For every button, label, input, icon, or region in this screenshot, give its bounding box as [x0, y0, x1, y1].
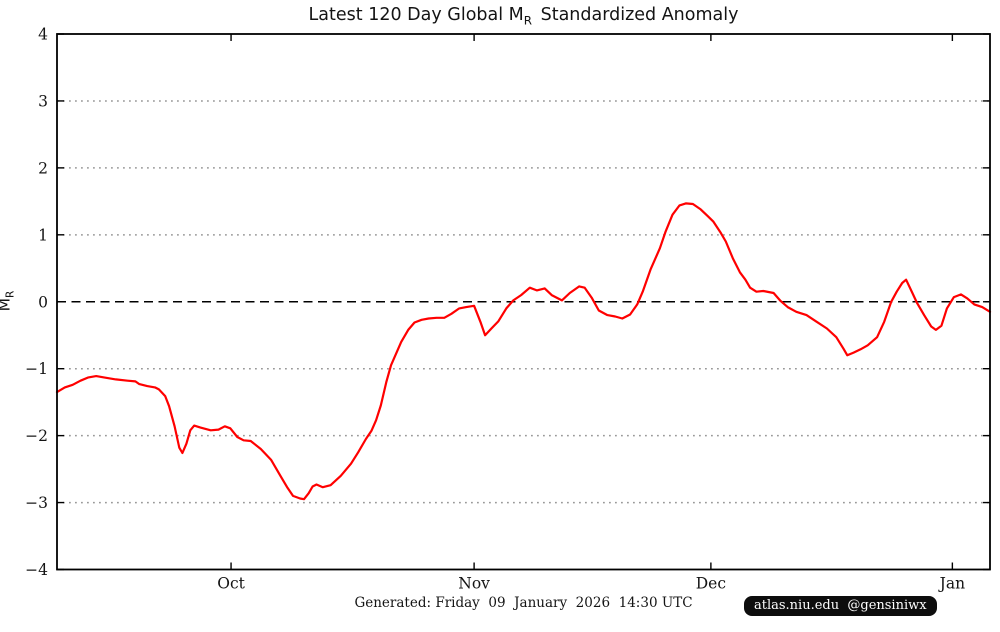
chart-title-pre: Latest 120 Day Global M	[308, 5, 524, 25]
anomaly-line	[55, 202, 992, 501]
y-tick-label: −3	[25, 494, 48, 512]
chart-title-post: Standardized Anomaly	[535, 5, 739, 25]
y-tick-label: 4	[38, 26, 48, 44]
y-tick-label: 0	[38, 293, 48, 311]
y-tick-label: 1	[38, 226, 48, 244]
y-tick-label: −2	[25, 427, 48, 445]
x-tick-label: Oct	[217, 575, 245, 593]
chart-title: Latest 120 Day Global MR Standardized An…	[57, 5, 990, 28]
y-tick-label: −4	[25, 561, 48, 579]
y-tick-label: −1	[25, 360, 48, 378]
y-tick-label: 2	[38, 159, 48, 177]
attribution-badge: atlas.niu.edu @gensiniwx	[744, 596, 937, 616]
x-tick-label: Nov	[458, 575, 490, 593]
generated-timestamp: Generated: Friday 09 January 2026 14:30 …	[354, 595, 693, 611]
x-tick-label: Dec	[696, 575, 726, 593]
y-tick-label: 3	[38, 92, 48, 110]
chart-title-subscript: R	[523, 13, 533, 28]
x-tick-label: Jan	[938, 575, 965, 593]
